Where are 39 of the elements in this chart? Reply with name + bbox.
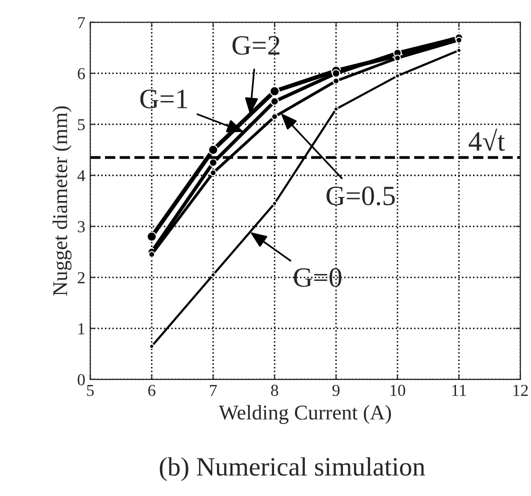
point [332,69,340,78]
point [270,86,280,96]
y-tick-label: 5 [78,119,85,130]
y-tick-label: 4 [77,170,86,182]
point [456,36,462,44]
x-tick-label: 9 [332,384,340,396]
point [272,200,278,206]
annotation: G=1 [140,90,188,108]
point [270,97,279,106]
annotation: G=2 [232,36,280,55]
y-tick-label: 3 [78,221,85,232]
point [210,169,217,176]
y-tick-label: 1 [78,323,84,334]
point [394,54,401,62]
y-tick-label: 6 [78,68,85,80]
point [208,144,218,155]
x-tick-label: 8 [271,384,278,396]
point [146,231,157,242]
ref-line-label: 4√t [468,128,505,151]
annotation: G=0 [294,268,342,287]
annotation: G=0.5 [326,186,395,206]
point [394,73,400,78]
y-tick-label: 0 [78,374,85,386]
y-tick-label: 7 [78,17,85,28]
x-axis-title: Welding Current (A) [218,404,391,424]
point [148,251,156,258]
x-tick-label: 7 [210,384,217,396]
x-tick-label: 12 [514,384,528,396]
x-tick-label: 6 [148,384,156,396]
point [271,113,278,120]
point [210,272,216,278]
x-tick-label: 11 [452,384,466,396]
point [208,158,218,167]
x-tick-label: 5 [87,384,94,396]
y-axis-title: Nugget diameter (mm) [52,106,72,296]
y-tick-label: 2 [78,272,84,284]
text: (b) Numerical simulation [160,457,426,482]
point [332,78,340,84]
x-tick-label: 10 [390,384,406,396]
